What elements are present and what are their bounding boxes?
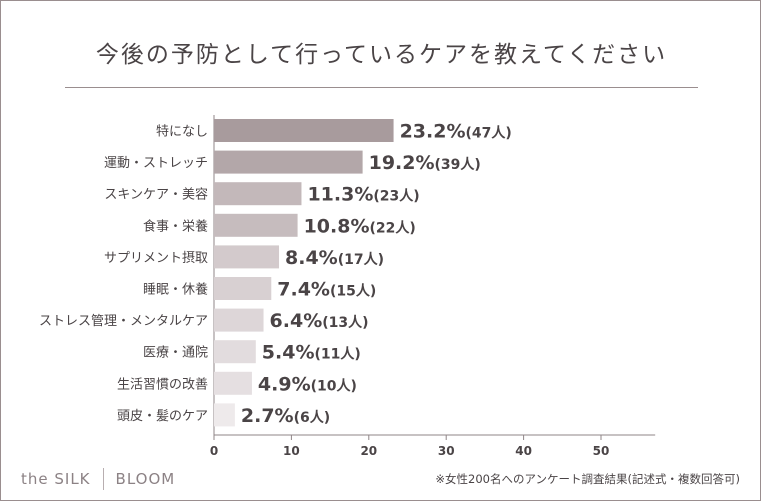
bar [214, 277, 272, 300]
chart-title: 今後の予防として行っているケアを教えてください [95, 42, 668, 68]
category-label: 運動・ストレッチ [104, 156, 208, 171]
bar [214, 119, 394, 142]
category-label: 食事・栄養 [143, 218, 208, 234]
x-tick-label: 0 [210, 444, 218, 458]
category-label: サプリメント摂取 [104, 250, 208, 266]
survey-footnote: ※女性200名へのアンケート調査結果(記述式・複数回答可) [435, 472, 740, 486]
category-label: 頭皮・髪のケア [117, 409, 208, 424]
x-tick-label: 20 [360, 444, 377, 458]
bar [214, 371, 252, 395]
brand-name-left: the SILK [21, 470, 91, 488]
percent-value: 19.2% [369, 152, 435, 174]
data-label: 11.3%(23人) [307, 184, 419, 206]
bar [214, 182, 302, 206]
count-value: (15人) [330, 283, 376, 300]
count-value: (6人) [294, 409, 331, 426]
bar [214, 403, 235, 427]
data-label: 6.4%(13人) [270, 310, 369, 332]
count-value: (39人) [435, 156, 481, 173]
percent-value: 7.4% [277, 279, 330, 301]
bar [214, 150, 363, 174]
percent-value: 5.4% [262, 342, 315, 364]
data-label: 10.8%(22人) [304, 215, 416, 237]
percent-value: 6.4% [270, 310, 323, 332]
bar [214, 340, 256, 364]
x-tick-label: 30 [438, 444, 455, 458]
bar [214, 308, 264, 332]
data-label: 4.9%(10人) [258, 373, 357, 395]
percent-value: 4.9% [258, 373, 311, 395]
percent-value: 8.4% [285, 247, 338, 269]
data-label: 2.7%(6人) [241, 405, 330, 427]
bar [214, 213, 298, 237]
category-label: スキンケア・美容 [104, 187, 208, 203]
percent-value: 11.3% [307, 184, 373, 206]
percent-value: 2.7% [241, 405, 294, 427]
count-value: (23人) [373, 188, 419, 205]
brand-logo: the SILK BLOOM [21, 467, 175, 491]
count-value: (47人) [465, 125, 511, 142]
count-value: (10人) [311, 377, 357, 394]
percent-value: 23.2% [400, 121, 466, 143]
category-label: 睡眠・休養 [143, 282, 208, 298]
category-label: 特になし [156, 125, 208, 140]
data-label: 5.4%(11人) [262, 342, 361, 364]
count-value: (17人) [338, 251, 384, 268]
count-value: (22人) [370, 219, 416, 236]
category-label: ストレス管理・メンタルケア [39, 314, 208, 329]
data-label: 7.4%(15人) [277, 279, 376, 301]
count-value: (11人) [314, 346, 360, 363]
count-value: (13人) [322, 314, 368, 331]
x-tick-label: 50 [593, 444, 610, 458]
category-label: 医療・通院 [143, 346, 208, 361]
brand-divider [102, 468, 104, 490]
data-label: 19.2%(39人) [369, 152, 481, 174]
data-label: 23.2%(47人) [400, 121, 512, 143]
x-tick-label: 40 [515, 444, 532, 458]
bar [214, 245, 280, 269]
percent-value: 10.8% [304, 215, 370, 237]
brand-name-right: BLOOM [115, 470, 176, 488]
data-label: 8.4%(17人) [285, 247, 384, 269]
category-label: 生活習慣の改善 [117, 376, 208, 392]
x-tick-label: 10 [283, 444, 300, 458]
title-divider [65, 87, 698, 88]
